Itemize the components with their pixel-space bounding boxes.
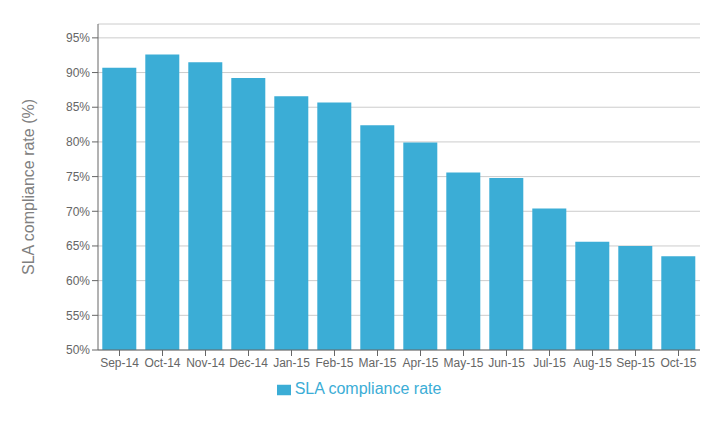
- svg-text:85%: 85%: [66, 100, 90, 114]
- html-text:SLA compliance rate: SLA compliance rate: [294, 380, 442, 397]
- svg-text:70%: 70%: [66, 205, 90, 219]
- svg-text:65%: 65%: [66, 239, 90, 253]
- svg-text:95%: 95%: [66, 31, 90, 45]
- svg-text:80%: 80%: [66, 135, 90, 149]
- svg-text:Nov-14: Nov-14: [186, 356, 225, 370]
- svg-text:Oct-15: Oct-15: [660, 356, 696, 370]
- svg-text:Feb-15: Feb-15: [315, 356, 353, 370]
- svg-text:SLA compliance rate (%): SLA compliance rate (%): [20, 99, 37, 275]
- svg-text:Sep-14: Sep-14: [100, 356, 139, 370]
- svg-text:Mar-15: Mar-15: [358, 356, 396, 370]
- svg-text:55%: 55%: [66, 309, 90, 323]
- svg-text:90%: 90%: [66, 66, 90, 80]
- svg-text:Aug-15: Aug-15: [573, 356, 612, 370]
- svg-text:75%: 75%: [66, 170, 90, 184]
- svg-text:Oct-14: Oct-14: [144, 356, 180, 370]
- svg-text:50%: 50%: [66, 343, 90, 357]
- svg-text:May-15: May-15: [443, 356, 483, 370]
- svg-text:Sep-15: Sep-15: [616, 356, 655, 370]
- svg-text:Dec-14: Dec-14: [229, 356, 268, 370]
- svg-text:Jun-15: Jun-15: [488, 356, 525, 370]
- svg-text:Apr-15: Apr-15: [402, 356, 438, 370]
- svg-text:Jan-15: Jan-15: [273, 356, 310, 370]
- svg-text:60%: 60%: [66, 274, 90, 288]
- svg-text:Jul-15: Jul-15: [533, 356, 566, 370]
